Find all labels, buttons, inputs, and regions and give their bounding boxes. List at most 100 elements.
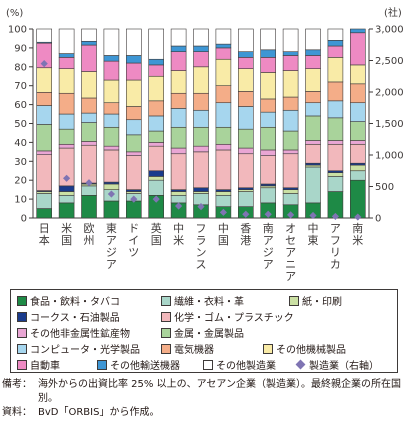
legend-label: 食品・飲料・タバコ xyxy=(30,297,120,308)
bar-segment xyxy=(327,81,344,102)
x-category-label: アフリカ xyxy=(330,222,341,271)
bar-segment xyxy=(238,153,254,189)
bar-segment xyxy=(148,179,164,196)
y-left-tick-label: 50 xyxy=(14,119,27,130)
legend-item-machinery: その他機械製品 xyxy=(263,342,346,356)
bar-segment xyxy=(215,85,232,104)
bar-segment xyxy=(103,102,120,115)
bar-segment xyxy=(282,189,299,194)
manufacturing-diamond-point xyxy=(63,174,71,182)
bar-segment xyxy=(215,43,232,49)
bar-segment xyxy=(215,28,232,45)
bar-segment xyxy=(58,191,75,196)
bar-segment xyxy=(170,70,187,94)
bar-segment xyxy=(58,113,75,130)
bar-segment xyxy=(148,176,164,181)
bar-segment xyxy=(193,51,209,68)
x-category-label: フランス xyxy=(196,222,207,271)
manufacturing-diamond-point xyxy=(309,211,317,220)
bar-segment xyxy=(148,115,164,132)
bar-segment xyxy=(282,149,299,155)
legend-swatch xyxy=(17,327,27,338)
bar-segment xyxy=(81,28,97,42)
legend-label: 化学・ゴム・プラスチック xyxy=(174,313,294,324)
bar-segment xyxy=(282,51,299,56)
bar-segment xyxy=(103,113,120,128)
note-source: 資料： BvD「ORBIS」から作成。 xyxy=(2,406,410,420)
bar-segment xyxy=(215,126,232,145)
bar-segment xyxy=(170,153,187,190)
bar-segment xyxy=(170,45,187,52)
bar-segment xyxy=(126,155,142,190)
bar-segment xyxy=(260,72,277,100)
manufacturing-diamond-point xyxy=(354,213,362,221)
y-right-tick-label: 2,500 xyxy=(375,56,404,67)
y-left-tick-label: 40 xyxy=(14,138,27,149)
bar-segment xyxy=(305,91,321,104)
bar-segment xyxy=(58,185,75,192)
bar-segment xyxy=(170,195,187,204)
legend-swatch xyxy=(17,359,27,370)
diamond-marker-icon xyxy=(295,359,306,370)
bar-segment xyxy=(148,130,164,143)
bar-segment xyxy=(170,147,187,155)
bar-segment xyxy=(193,66,209,94)
bar-segment xyxy=(81,185,97,196)
legend-item-food: 食品・飲料・タバコ xyxy=(17,294,120,308)
bar-segment xyxy=(349,140,366,145)
bar-segment xyxy=(103,183,120,190)
bar-segment xyxy=(126,106,142,121)
bar-segment xyxy=(103,79,120,104)
bar-segment xyxy=(36,150,53,155)
bar-segment xyxy=(282,28,299,52)
bar-segment xyxy=(215,58,232,87)
bar-segment xyxy=(81,112,97,123)
bar-segment xyxy=(36,92,53,106)
bar-segment xyxy=(327,40,344,47)
legend-swatch xyxy=(161,295,171,306)
bar-segment xyxy=(103,200,120,219)
y-right-tick-label: 1,500 xyxy=(375,119,404,130)
legend-swatch xyxy=(161,311,171,322)
manufacturing-diamond-point xyxy=(197,203,205,211)
y-left-tick-label: 100 xyxy=(8,25,27,36)
bar-segment xyxy=(193,187,209,192)
bar-segment xyxy=(327,57,344,83)
bar-segment xyxy=(282,153,299,189)
legend-label: コークス・石油製品 xyxy=(30,313,120,324)
x-category-label: 欧州 xyxy=(84,222,95,247)
bar-segment xyxy=(170,108,187,128)
legend-swatch xyxy=(203,359,213,370)
manufacturing-diamond-point xyxy=(130,195,138,203)
bar-segment xyxy=(238,68,254,92)
bar-segment xyxy=(170,92,187,109)
bar-segment xyxy=(282,130,299,151)
bar-segment xyxy=(260,49,277,58)
bar-segment xyxy=(126,119,142,136)
x-category-label: 中東 xyxy=(308,222,319,247)
bar-segment xyxy=(193,28,209,47)
bar-segment xyxy=(215,102,232,128)
note-remarks-label: 備考： xyxy=(2,379,32,390)
bar-segment xyxy=(58,128,75,145)
bar-segment xyxy=(148,58,164,66)
legend-item-computer: コンピュータ・光学製品 xyxy=(17,342,140,356)
bar-segment xyxy=(305,28,321,51)
bar-segment xyxy=(349,102,366,122)
y-left-axis-label: (%) xyxy=(6,8,23,19)
bar-segment xyxy=(36,124,53,152)
manufacturing-diamond-point xyxy=(40,60,48,68)
bar-segment xyxy=(81,195,97,219)
x-category-label: 中米 xyxy=(173,222,184,247)
bar-segment xyxy=(327,28,344,41)
bar-segment xyxy=(327,100,344,119)
bar-segment xyxy=(327,176,344,192)
manufacturing-diamond-point xyxy=(219,208,227,216)
legend-item-textile: 繊維・衣料・革 xyxy=(161,294,244,308)
bar-segment xyxy=(148,75,164,102)
bar-segment xyxy=(126,134,142,153)
bar-segment xyxy=(193,145,209,153)
bar-segment xyxy=(349,170,366,181)
x-category-label: オセアニア xyxy=(285,222,296,283)
legend-swatch xyxy=(263,343,273,354)
